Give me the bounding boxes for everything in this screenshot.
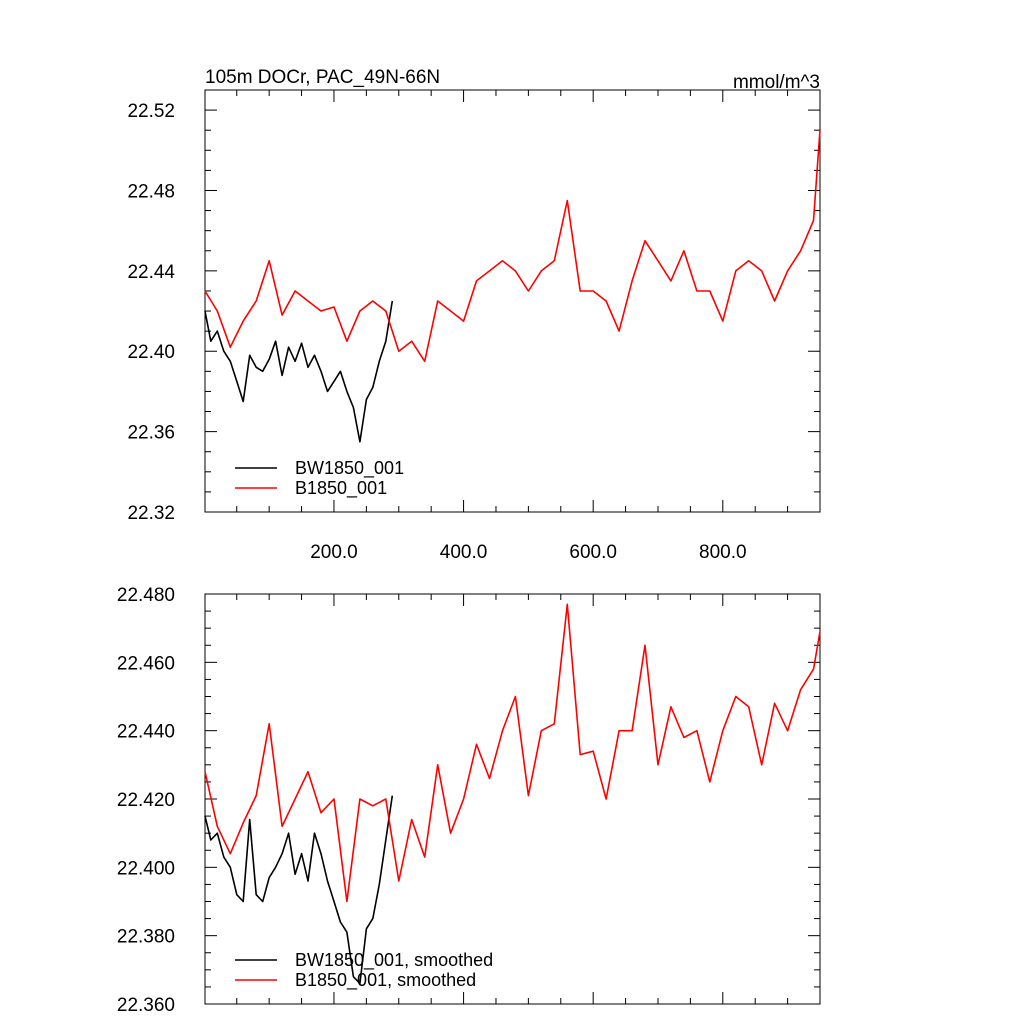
y-tick-label: 22.480 (117, 585, 175, 606)
y-tick-label: 22.44 (127, 262, 175, 283)
series-line-1 (204, 130, 821, 363)
y-tick-label: 22.36 (127, 423, 175, 444)
bottom-plot-frame (204, 593, 821, 1005)
bottom-x-axis (236, 594, 821, 1004)
x-tick-label: 200.0 (310, 542, 358, 563)
series-line-1 (204, 603, 821, 903)
legend-label: B1850_001 (295, 478, 387, 499)
y-tick-label: 22.48 (127, 181, 175, 202)
series-line-0 (204, 795, 394, 985)
bottom-y-axis: 22.360 22.380 22.400 22.420 22.440 22.460 22.4… (117, 585, 820, 1016)
x-tick-label: 800.0 (699, 542, 747, 563)
bottom-chart-panel: 22.360 22.380 22.400 22.420 22.440 22.460 22.4… (117, 585, 821, 1016)
top-chart-units: mmol/m^3 (733, 72, 820, 93)
x-tick-label: 600.0 (569, 542, 617, 563)
x-tick-label: 400.0 (440, 542, 488, 563)
bottom-series-group (204, 603, 821, 985)
top-plot-frame (204, 89, 821, 513)
legend-label: B1850_001, smoothed (295, 970, 476, 991)
y-tick-label: 22.460 (117, 653, 175, 674)
y-tick-label: 22.440 (117, 722, 175, 743)
top-chart-panel: 105m DOCr, PAC_49N-66N mmol/m^3 200.0 400… (127, 67, 821, 563)
series-line-0 (204, 300, 394, 443)
legend-label: BW1850_001 (295, 458, 404, 479)
y-tick-label: 22.420 (117, 790, 175, 811)
top-series-group (204, 130, 821, 443)
y-tick-label: 22.360 (117, 995, 175, 1016)
y-tick-label: 22.52 (127, 101, 175, 122)
y-tick-label: 22.380 (117, 927, 175, 948)
legend-label: BW1850_001, smoothed (295, 950, 493, 971)
top-y-axis: 22.32 22.36 22.40 22.44 22.48 22.52 (127, 89, 820, 524)
top-x-axis: 200.0 400.0 600.0 800.0 (236, 90, 821, 563)
y-tick-label: 22.32 (127, 503, 175, 524)
y-tick-label: 22.400 (117, 858, 175, 879)
top-chart-title: 105m DOCr, PAC_49N-66N (205, 67, 440, 88)
y-tick-label: 22.40 (127, 342, 175, 363)
